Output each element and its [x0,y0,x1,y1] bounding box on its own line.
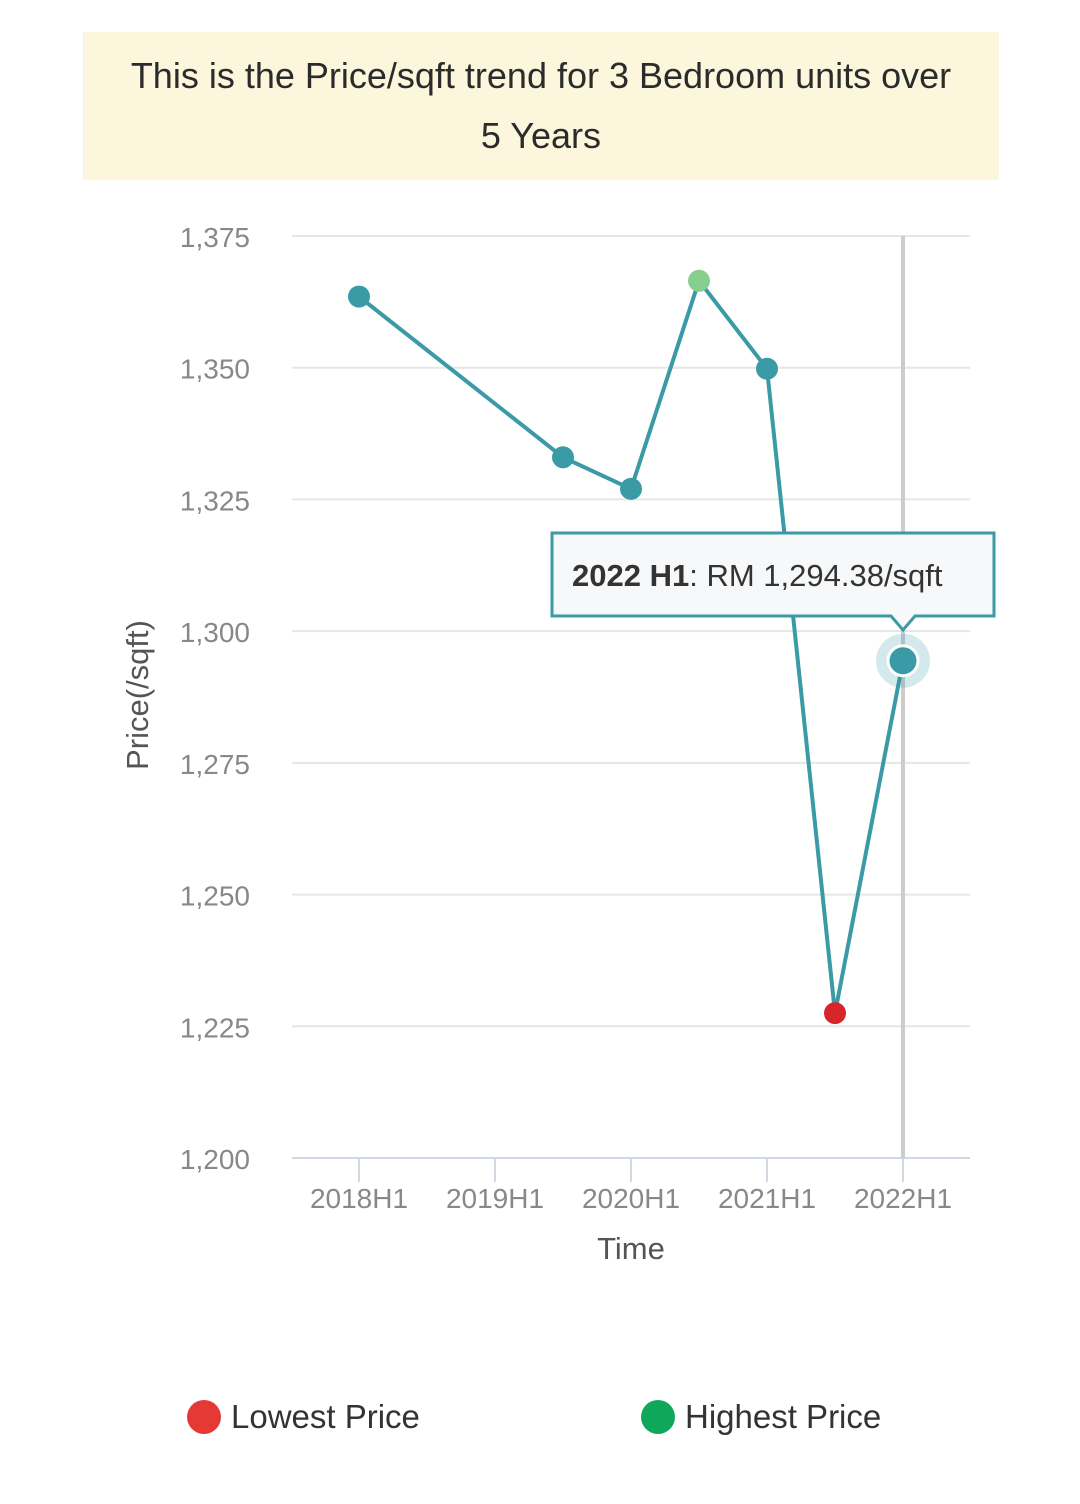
tooltip-text: 2022 H1: RM 1,294.38/sqft [572,558,943,593]
y-tick-label: 1,275 [180,749,250,780]
y-axis-ticks: 1,200 1,225 1,250 1,275 1,300 1,325 1,350 1,375 [180,222,250,1175]
price-trend-chart: 1,200 1,225 1,250 1,275 1,300 1,325 1,350 1,375… [120,222,996,1266]
x-tick-label: 2021H1 [718,1183,816,1214]
chart-title: This is the Price/sqft trend for 3 Bedro… [131,46,951,166]
selected-data-point [886,644,920,678]
y-tick-label: 1,300 [180,617,250,648]
legend-item-lowest[interactable]: Lowest Price [187,1398,420,1436]
lowest-price-dot-icon [187,1400,221,1434]
y-tick-label: 1,325 [180,485,250,516]
y-tick-label: 1,200 [180,1144,250,1175]
x-tick-label: 2019H1 [446,1183,544,1214]
tooltip-box [550,531,996,633]
legend-label-lowest: Lowest Price [231,1398,420,1435]
chart-title-line-2: 5 Years [480,115,602,156]
y-tick-label: 1,225 [180,1012,250,1043]
chart-title-line-1: This is the Price/sqft trend for 3 Bedro… [130,55,952,96]
data-points [348,269,930,1025]
tooltip-period: 2022 H1 [572,558,689,593]
data-point [552,446,574,469]
x-tick-label: 2020H1 [582,1183,680,1214]
y-axis-label: Price(/sqft) [120,620,155,770]
data-point [756,357,778,380]
grid-lines [292,235,970,1159]
legend: Lowest Price Highest Price [0,1398,1080,1442]
highest-price-point [688,269,710,292]
x-axis: 2018H1 2019H1 2020H1 2021H1 2022H1 [310,1158,952,1214]
x-axis-label: Time [597,1231,665,1266]
highest-price-dot-icon [641,1400,675,1434]
x-tick-label: 2022H1 [854,1183,952,1214]
chart-title-banner: This is the Price/sqft trend for 3 Bedro… [83,32,999,180]
data-point [348,285,370,308]
y-tick-label: 1,250 [180,881,250,912]
data-point [620,477,642,500]
legend-label-highest: Highest Price [685,1398,882,1435]
legend-item-highest[interactable]: Highest Price [641,1398,881,1436]
y-tick-label: 1,375 [180,222,250,253]
y-tick-label: 1,350 [180,354,250,385]
tooltip-value: : RM 1,294.38/sqft [689,558,943,593]
lowest-price-point [824,1002,846,1025]
series-line [357,278,905,1016]
tooltip: 2022 H1: RM 1,294.38/sqft [550,531,996,633]
x-tick-label: 2018H1 [310,1183,408,1214]
